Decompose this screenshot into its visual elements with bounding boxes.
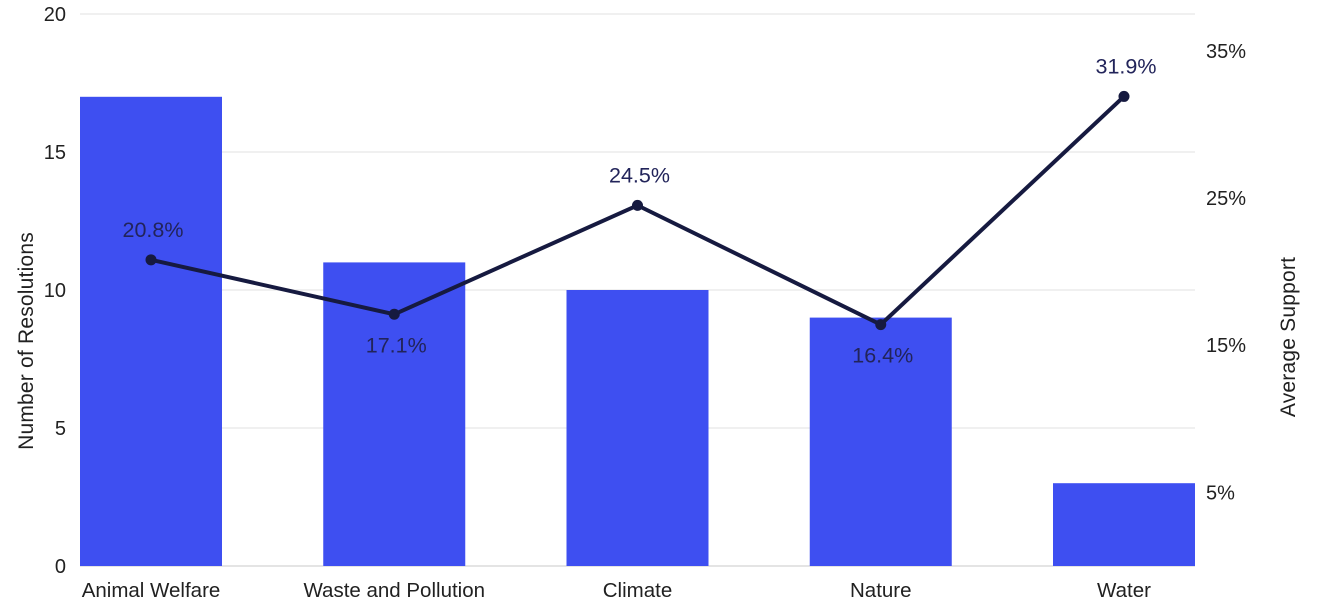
right-axis-title: Average Support <box>1277 256 1300 418</box>
point-value-label: 17.1% <box>366 333 427 357</box>
point-value-label: 20.8% <box>123 218 184 242</box>
bar-2 <box>566 290 709 566</box>
bar-3 <box>809 317 952 566</box>
x-axis-category-label: Water <box>1097 579 1151 602</box>
line-point-1 <box>388 308 400 320</box>
point-value-label: 16.4% <box>852 344 913 368</box>
point-value-label: 31.9% <box>1096 54 1157 78</box>
bar-4 <box>1053 483 1195 566</box>
left-axis-tick-label: 5 <box>55 418 66 440</box>
x-axis-category-label: Climate <box>603 579 673 602</box>
x-axis-category-label: Waste and Pollution <box>303 579 485 602</box>
left-axis-tick-label: 20 <box>44 4 66 26</box>
right-axis-tick-label: 35% <box>1206 41 1246 63</box>
left-axis-tick-label: 10 <box>44 280 66 302</box>
line-point-3 <box>875 319 887 331</box>
left-axis-title: Number of Resolutions <box>15 232 38 450</box>
x-axis-category-label: Animal Welfare <box>82 579 221 602</box>
right-axis-tick-label: 25% <box>1206 188 1246 210</box>
line-point-0 <box>145 254 157 266</box>
x-axis-category-label: Nature <box>850 579 912 602</box>
bar-0 <box>80 96 222 567</box>
line-point-4 <box>1118 90 1130 102</box>
point-value-label: 24.5% <box>609 163 670 187</box>
bar-1 <box>323 262 466 566</box>
right-axis-tick-label: 15% <box>1206 335 1246 357</box>
left-axis-tick-label: 0 <box>55 556 66 578</box>
left-axis-tick-label: 15 <box>44 142 66 164</box>
line-point-2 <box>632 199 643 211</box>
right-axis-tick-label: 5% <box>1206 482 1235 504</box>
